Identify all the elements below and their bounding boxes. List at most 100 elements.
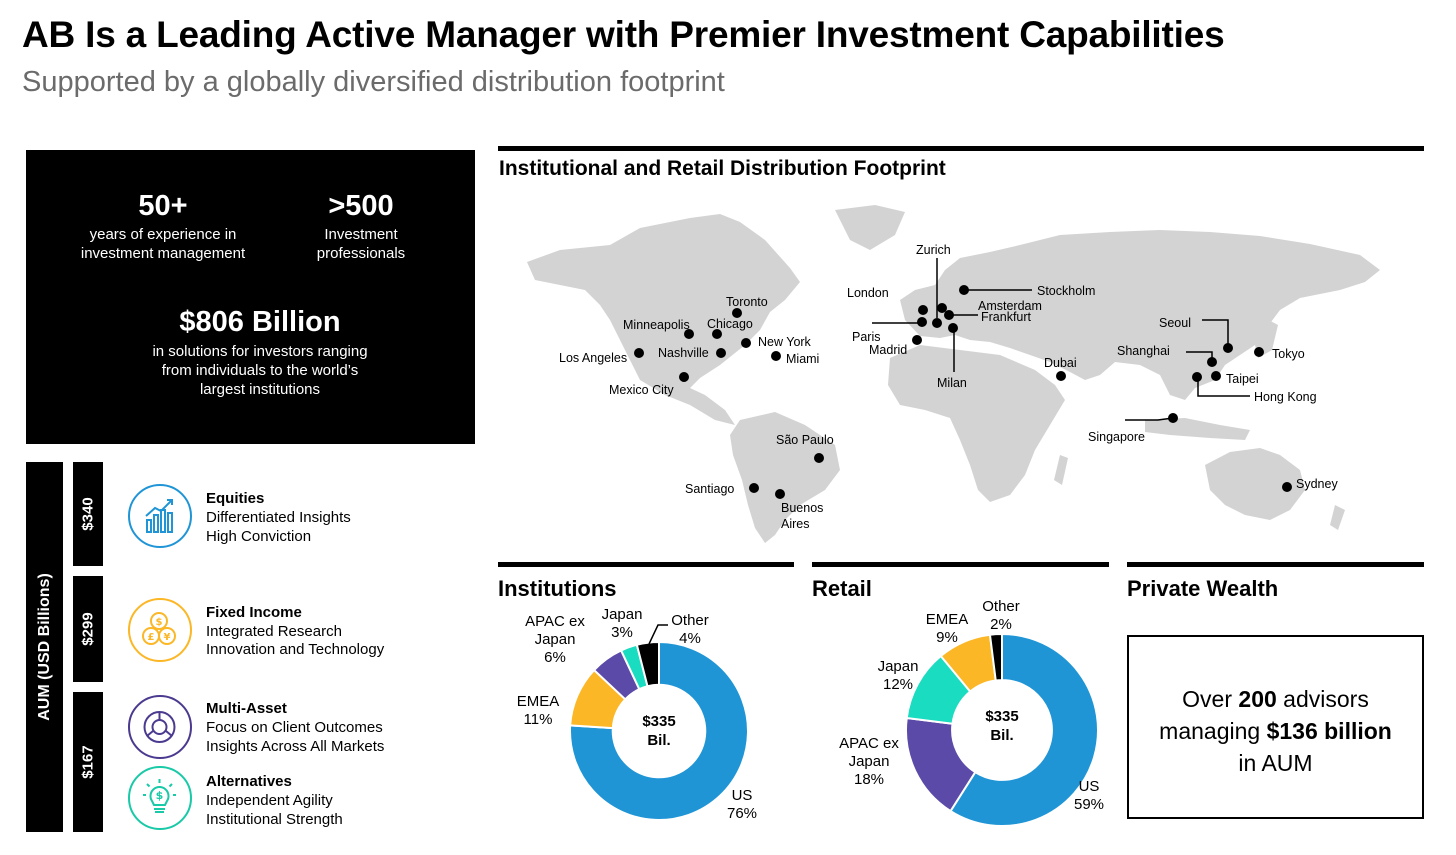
institutions-us-name: US — [731, 787, 753, 804]
city-dot-sao-paulo — [814, 453, 824, 463]
retail-other-label: Other 2% — [976, 598, 1026, 634]
institutions-us-label: US 76% — [722, 787, 762, 823]
city-label-minneapolis: Minneapolis — [623, 318, 690, 332]
institutions-donut-chart — [569, 640, 749, 821]
professionals-label-2: professionals — [316, 245, 406, 262]
institutions-japan-label: Japan 3% — [598, 606, 646, 642]
city-dot-mexico-city — [679, 372, 689, 382]
institutions-japan-name: Japan — [601, 606, 643, 623]
retail-slice-us — [949, 632, 1099, 827]
aum-axis-label: AUM (USD Billions) — [35, 573, 53, 721]
city-label-nashville: Nashville — [658, 346, 709, 360]
capability-alternatives-line1: Independent Agility — [206, 792, 333, 809]
city-label-singapore: Singapore — [1088, 430, 1145, 444]
indonesia-shape — [1145, 418, 1250, 440]
retail-emea-name: EMEA — [925, 611, 969, 628]
city-leader-lines — [872, 258, 1250, 421]
city-label-santiago: Santiago — [685, 482, 735, 496]
institutions-center-label: $335 Bil. — [620, 712, 698, 750]
city-label-zurich: Zurich — [916, 243, 951, 257]
key-stats-panel: 50+ years of experience in investment ma… — [26, 150, 475, 444]
aum-bar-fixed-income-value: $299 — [79, 612, 97, 646]
institutions-emea-label: EMEA 11% — [512, 693, 564, 729]
retail-japan-name: Japan — [877, 658, 919, 675]
capability-equities-line2: High Conviction — [206, 528, 312, 545]
retail-center-label: $335 Bil. — [963, 707, 1041, 745]
retail-emea-pct: 9% — [936, 629, 958, 646]
city-label-milan: Milan — [937, 376, 967, 390]
years-label-1: years of experience in — [89, 226, 237, 243]
city-dot-toronto — [732, 308, 742, 318]
city-dot-shanghai — [1207, 357, 1217, 367]
dollar-bulb-icon: $ — [128, 766, 192, 830]
institutions-japan-pct: 3% — [611, 624, 633, 641]
city-label-sao-paulo: São Paulo — [776, 433, 834, 447]
years-label-2: investment management — [80, 245, 246, 262]
pw-advisors-count: 200 — [1238, 686, 1277, 712]
capability-multi-asset-line1: Focus on Client Outcomes — [206, 719, 383, 736]
city-label-paris: Paris — [852, 330, 881, 344]
city-label-stockholm: Stockholm — [1037, 284, 1096, 298]
city-dot-frankfurt — [944, 310, 954, 320]
city-dot-london — [918, 305, 928, 315]
australia-shape — [1205, 448, 1305, 520]
retail-center-value: $335 — [985, 708, 1019, 725]
city-dot-paris — [917, 317, 927, 327]
retail-japan-pct: 12% — [882, 676, 914, 693]
retail-japan-label: Japan 12% — [873, 658, 923, 694]
city-label-frankfurt: Frankfurt — [981, 310, 1032, 324]
city-dot-amsterdam — [937, 303, 947, 313]
institutions-title: Institutions — [498, 576, 617, 601]
institutions-apac-line1: APAC ex — [525, 613, 585, 630]
aum-bar-equities: $340 — [73, 462, 103, 566]
aum-axis-label-bar: AUM (USD Billions) — [26, 462, 63, 832]
professionals-value: >500 — [328, 190, 394, 222]
aum-total-label-3: largest institutions — [199, 381, 321, 398]
city-dot-singapore — [1168, 413, 1178, 423]
city-label-hong-kong: Hong Kong — [1254, 390, 1317, 404]
growth-chart-icon — [128, 484, 192, 548]
institutions-center-value: $335 — [642, 713, 676, 730]
aum-total-value: $806 Billion — [179, 306, 341, 338]
eurasia-shape — [900, 230, 1380, 400]
city-dot-dubai — [1056, 371, 1066, 381]
retail-us-pct: 59% — [1073, 796, 1105, 813]
capability-multi-asset-line2: Insights Across All Markets — [206, 738, 385, 755]
institutions-apac-pct: 6% — [544, 649, 566, 666]
institutions-emea-name: EMEA — [516, 693, 560, 710]
aum-bar-multi-asset-value: $167 — [79, 745, 97, 779]
page-subtitle: Supported by a globally diversified dist… — [22, 66, 725, 98]
institutions-emea-pct: 11% — [523, 711, 553, 728]
svg-text:$: $ — [156, 789, 164, 802]
city-dot-minneapolis — [684, 329, 694, 339]
retail-apac-line2: Japan — [848, 753, 890, 770]
svg-text:$: $ — [156, 617, 163, 628]
aum-bar-multi-asset-alternatives: $167 — [73, 692, 103, 832]
capability-fixed-income-title: Fixed Income — [206, 604, 302, 621]
private-wealth-section-rule — [1127, 562, 1424, 567]
city-dot-nashville — [716, 348, 726, 358]
city-label-chicago: Chicago — [707, 317, 753, 331]
currency-coins-icon: $ £ ¥ — [128, 598, 192, 662]
professionals-label-1: Investment — [324, 226, 398, 243]
capability-multi-asset-title: Multi-Asset — [206, 700, 287, 717]
svg-text:¥: ¥ — [164, 632, 171, 643]
institutions-slice-us — [569, 640, 749, 821]
city-dot-new-york — [741, 338, 751, 348]
new-zealand-shape — [1330, 505, 1345, 530]
institutions-center-unit: Bil. — [647, 732, 671, 749]
city-label-shanghai: Shanghai — [1117, 344, 1170, 358]
continents — [527, 205, 1380, 543]
retail-slice-other — [988, 632, 1003, 682]
city-dot-santiago — [749, 483, 759, 493]
retail-center-unit: Bil. — [990, 727, 1014, 744]
city-label-madrid: Madrid — [869, 343, 908, 357]
private-wealth-text: Over 200 advisors managing $136 billion … — [1129, 683, 1422, 779]
retail-us-label: US 59% — [1069, 778, 1109, 814]
capability-equities-title: Equities — [206, 490, 265, 507]
private-wealth-box: Over 200 advisors managing $136 billion … — [1127, 635, 1424, 819]
city-dots — [634, 285, 1292, 499]
institutions-apac-line2: Japan — [534, 631, 576, 648]
city-label-sydney: Sydney — [1296, 477, 1338, 491]
institutions-other-leader-line — [648, 624, 668, 645]
